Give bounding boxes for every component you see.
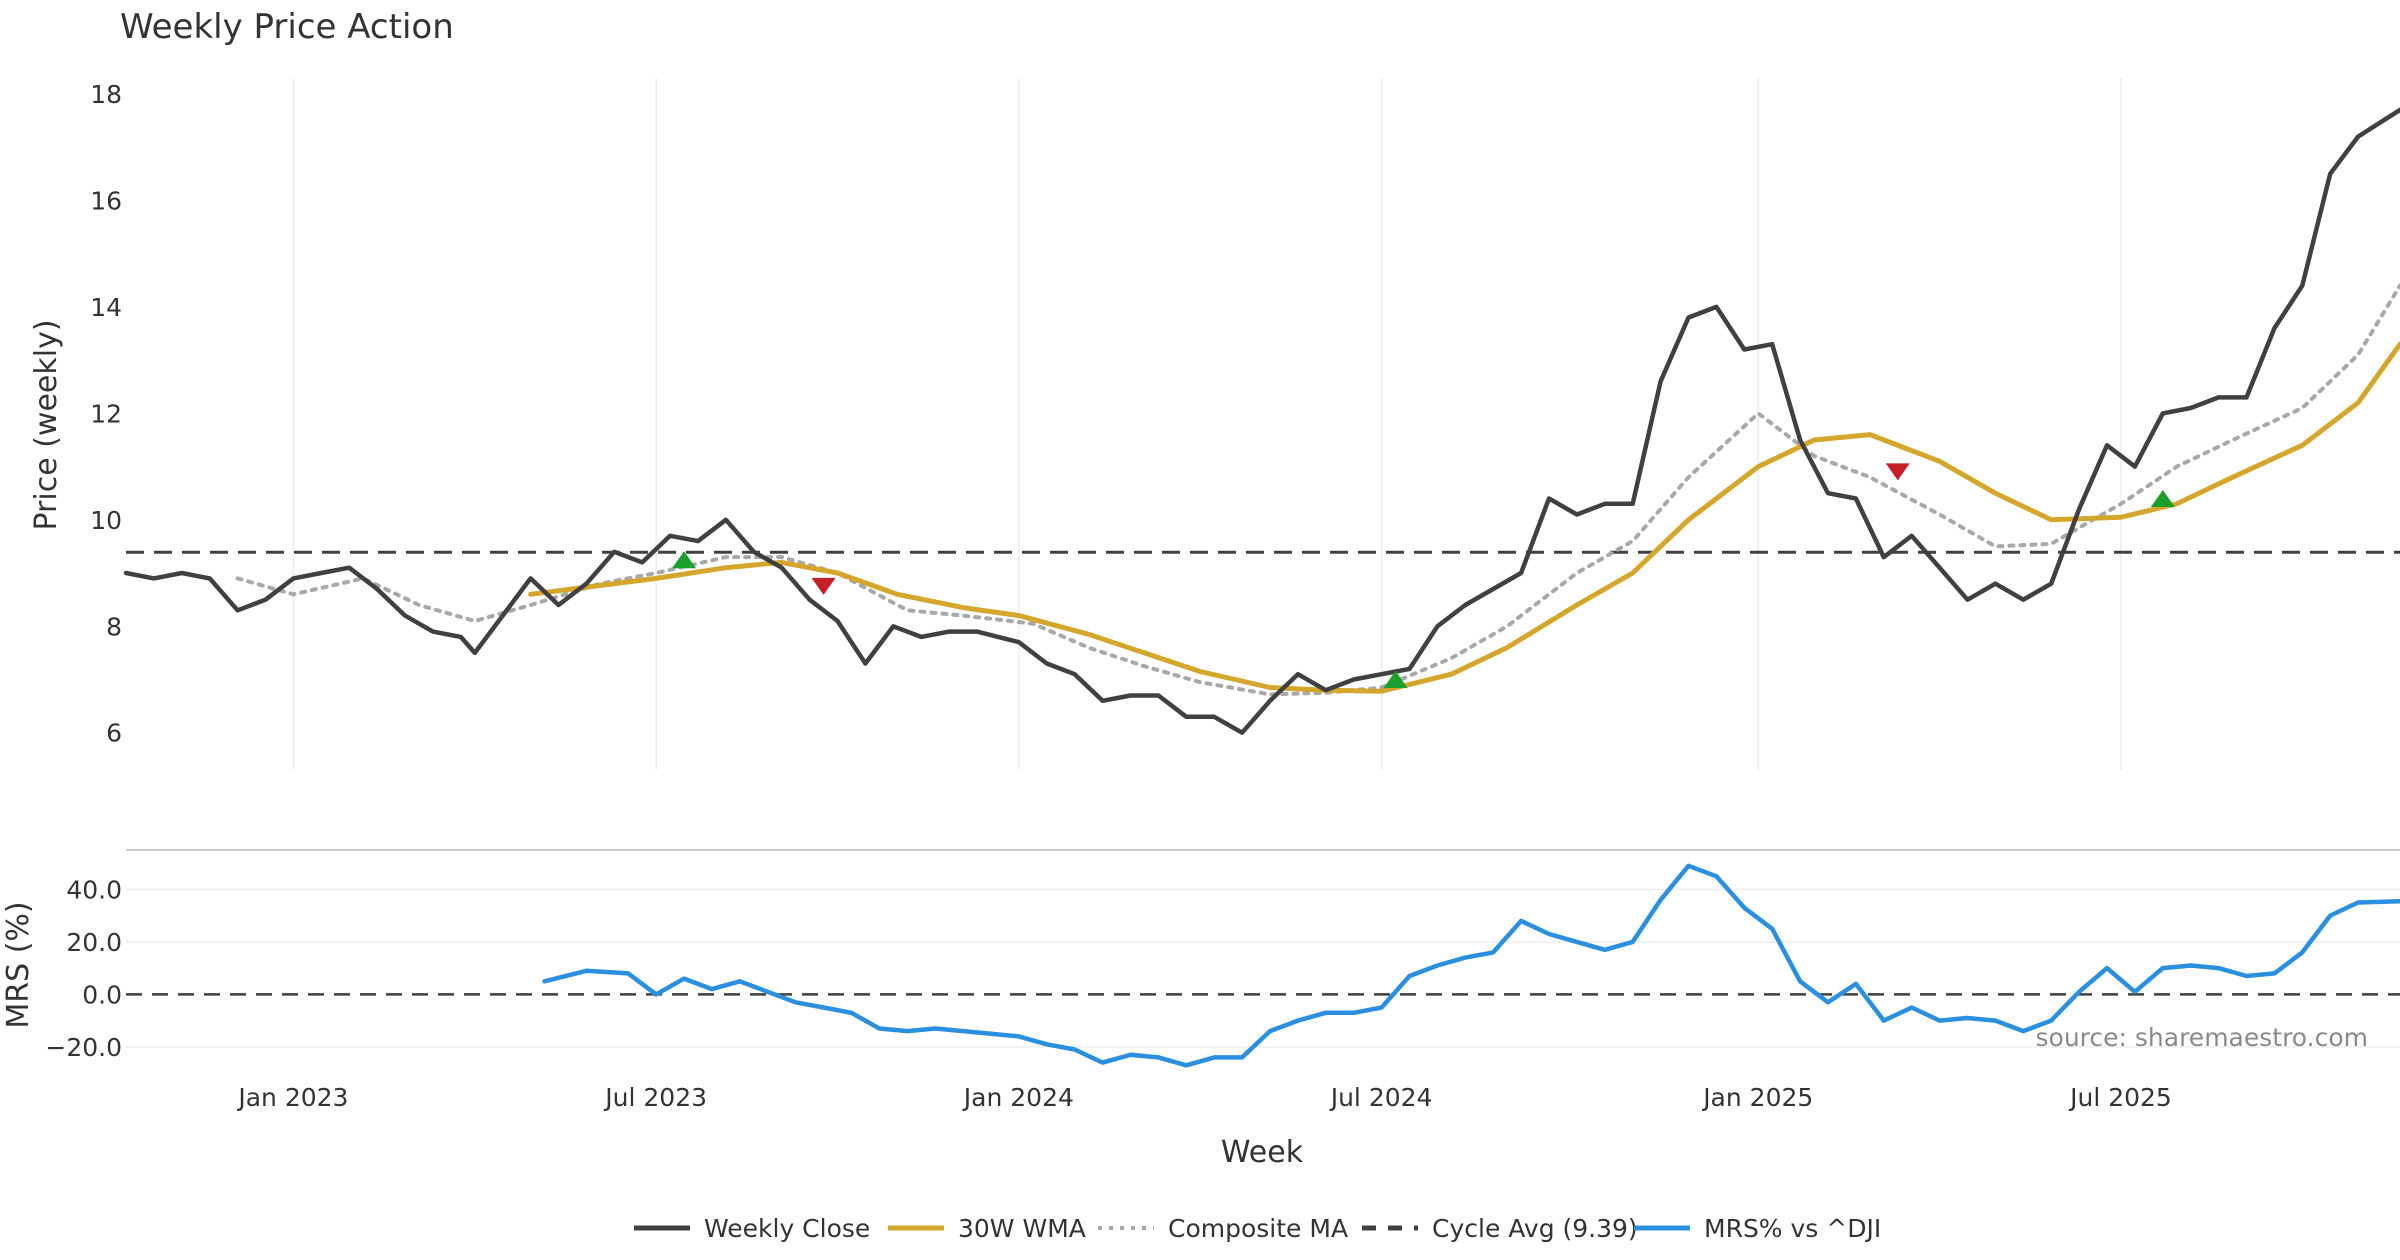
legend-entry: Composite MA — [1098, 1214, 1348, 1243]
source-annotation: source: sharemaestro.com — [2036, 1023, 2369, 1052]
legend-label: Weekly Close — [704, 1214, 870, 1243]
legend-label: Cycle Avg (9.39) — [1432, 1214, 1638, 1243]
mrs-gridlines — [126, 888, 2400, 1048]
legend-entry: Weekly Close — [634, 1214, 870, 1243]
sell-signal-marker — [1885, 463, 1910, 481]
price-y-tick-label: 10 — [90, 506, 122, 535]
price-y-tick-label: 8 — [106, 612, 122, 641]
x-tick-label: Jan 2025 — [1701, 1083, 1813, 1112]
mrs-y-ticks: −20.0 0.0 20.0 40.0 — [45, 875, 122, 1062]
buy-signal-marker — [1383, 671, 1408, 689]
price-y-axis-label: Price (weekly) — [29, 319, 64, 530]
legend-entry: 30W WMA — [888, 1214, 1086, 1243]
price-panel: 6 8 10 12 14 16 18 Price (weekly) — [29, 78, 2400, 770]
legend-label: MRS% vs ^DJI — [1704, 1214, 1881, 1243]
mrs-y-tick-label: −20.0 — [45, 1033, 122, 1062]
mrs-panel: −20.0 0.0 20.0 40.0 MRS (%) source: sharema… — [1, 849, 2400, 1068]
sell-signal-marker — [811, 577, 836, 595]
price-y-tick-label: 16 — [90, 186, 122, 215]
legend: Weekly Close 30W WMA Composite MA Cycle Avg… — [634, 1214, 1881, 1243]
legend-label: 30W WMA — [958, 1214, 1086, 1243]
mrs-y-axis-label: MRS (%) — [1, 901, 36, 1028]
legend-label: Composite MA — [1168, 1214, 1348, 1243]
x-tick-label: Jan 2024 — [962, 1083, 1074, 1112]
buy-signal-marker — [672, 551, 697, 569]
x-axis-ticks: Jan 2023 Jul 2023 Jan 2024 Jul 2024 Jan 2025… — [236, 1083, 2171, 1112]
mrs-series-group — [542, 863, 2400, 1068]
chart-title: Weekly Price Action — [120, 7, 454, 47]
buy-signal-marker — [2150, 490, 2175, 508]
price-y-tick-label: 14 — [90, 293, 122, 322]
price-series-group — [123, 107, 2400, 735]
mrs-y-tick-label: 0.0 — [82, 980, 122, 1009]
price-signals-group — [672, 463, 2175, 689]
price-y-tick-label: 18 — [90, 80, 122, 109]
price-y-tick-label: 6 — [106, 719, 122, 748]
mrs-y-tick-label: 20.0 — [66, 928, 122, 957]
x-tick-label: Jul 2024 — [1329, 1083, 1433, 1112]
price-y-tick-label: 12 — [90, 399, 122, 428]
x-tick-label: Jul 2025 — [2068, 1083, 2172, 1112]
series-line-30w-wma — [528, 341, 2400, 694]
series-line-mrs-vs-dji — [542, 863, 2400, 1068]
x-tick-label: Jan 2023 — [236, 1083, 348, 1112]
series-line-composite-ma — [235, 283, 2400, 697]
legend-entry: MRS% vs ^DJI — [1634, 1214, 1881, 1243]
price-gridlines — [292, 78, 2122, 770]
price-y-ticks: 6 8 10 12 14 16 18 — [90, 80, 122, 748]
series-line-weekly-close — [123, 107, 2400, 735]
legend-entry: Cycle Avg (9.39) — [1362, 1214, 1638, 1243]
mrs-y-tick-label: 40.0 — [66, 875, 122, 904]
x-tick-label: Jul 2023 — [603, 1083, 707, 1112]
x-axis-label: Week — [1221, 1135, 1304, 1170]
